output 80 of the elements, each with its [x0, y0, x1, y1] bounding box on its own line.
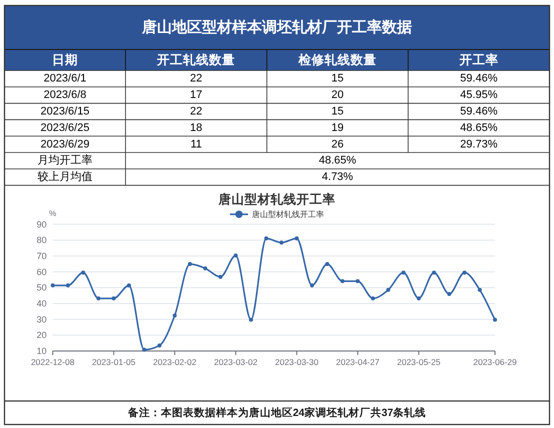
y-tick-label: 60: [36, 266, 47, 277]
text: 15: [331, 72, 344, 85]
text: 22: [190, 106, 202, 118]
text: 4.73%: [322, 171, 354, 184]
chart-title: 唐山型材轧线开工率: [218, 191, 336, 206]
point: [234, 254, 238, 258]
text: 26: [331, 138, 344, 150]
point: [264, 236, 268, 240]
x-tick-label: 2023-05-25: [397, 357, 441, 367]
category-label: 检修轧线数量: [298, 53, 376, 67]
text: 18: [190, 122, 202, 134]
text: 29.73%: [460, 138, 498, 150]
x-tick-label: 2023-03-02: [214, 357, 258, 367]
category-label: 月均开工率: [38, 154, 92, 167]
text: 59.46%: [460, 72, 498, 85]
point: [203, 266, 208, 270]
point: [325, 262, 330, 266]
text: 45.95%: [460, 89, 498, 102]
point: [478, 288, 482, 292]
text: 11: [190, 138, 202, 150]
point: [294, 236, 299, 240]
text: 22: [190, 72, 202, 85]
y-tick-label: 50: [36, 282, 47, 293]
category-label: 开工轧线数量: [156, 53, 236, 67]
category-label: 2023/6/1: [44, 72, 86, 85]
x-tick-label: 2023-06-29: [473, 357, 518, 367]
text: 19: [331, 122, 344, 134]
y-axis-title: %: [49, 208, 56, 218]
category-label: 2023/6/8: [44, 89, 86, 102]
point: [340, 279, 344, 284]
text: 48.65%: [460, 122, 498, 134]
point: [279, 240, 284, 245]
point: [432, 270, 436, 275]
y-tick-label: 40: [36, 298, 47, 308]
legend-label: 唐山型材轧线开工率: [252, 210, 324, 219]
text: 48.65%: [318, 154, 356, 167]
point: [310, 283, 314, 288]
text: 59.46%: [460, 106, 498, 118]
point: [416, 296, 421, 300]
category-label: 2023/6/29: [40, 138, 90, 150]
text: 20: [331, 89, 344, 102]
point: [172, 314, 177, 318]
category-label: 日期: [52, 53, 78, 67]
point: [493, 318, 497, 322]
y-tick-label: 20: [36, 330, 47, 340]
y-tick-label: 90: [36, 219, 47, 230]
category-label: 较上月均值: [38, 171, 92, 184]
point: [81, 270, 86, 275]
x-tick-label: 2023-04-27: [336, 357, 380, 367]
text: 唐山地区型材样本调坯轧材厂开工率数据: [141, 18, 412, 36]
x-tick-label: 2023-01-05: [92, 357, 136, 367]
point: [142, 348, 146, 352]
point: [112, 296, 116, 300]
y-tick-label: 80: [36, 235, 47, 246]
point: [401, 270, 406, 275]
point: [370, 296, 375, 300]
text: 17: [190, 89, 202, 102]
y-tick-label: 70: [36, 250, 47, 261]
point: [218, 274, 222, 279]
category-label: 2023/6/25: [40, 122, 90, 134]
point: [50, 283, 55, 288]
point: [188, 262, 192, 266]
point: [157, 343, 162, 348]
point: [96, 296, 100, 300]
text: 备注：本图表数据样本为唐山地区24家调坯轧材厂共37条轧线: [126, 406, 426, 419]
point: [447, 292, 452, 296]
point: [386, 288, 390, 292]
x-tick-label: 2022-12-08: [30, 357, 75, 367]
category-label: 开工率: [458, 52, 498, 67]
y-tick-label: 30: [36, 314, 47, 324]
point: [66, 283, 70, 288]
point: [248, 318, 253, 322]
x-tick-label: 2023-03-30: [274, 357, 319, 367]
text: 15: [331, 106, 344, 118]
y-tick-label: 10: [36, 346, 47, 356]
point: [126, 283, 131, 288]
point: [462, 270, 466, 275]
x-tick-label: 2023-02-02: [152, 357, 197, 367]
category-label: 2023/6/15: [40, 106, 90, 118]
point: [356, 279, 360, 284]
